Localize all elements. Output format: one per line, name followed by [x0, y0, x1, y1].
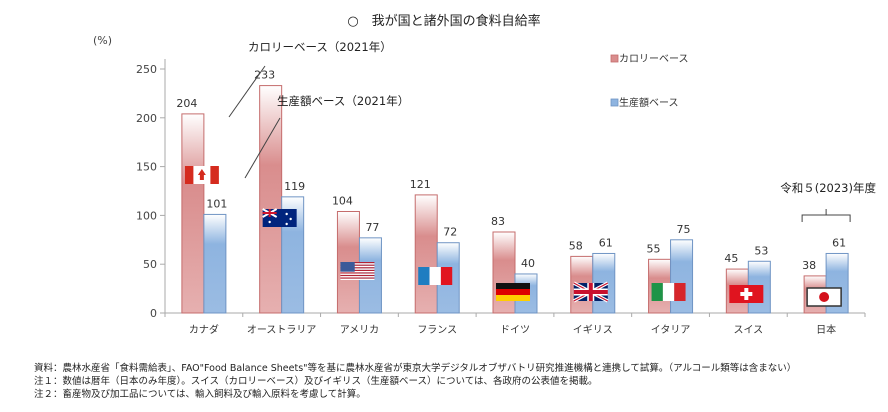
- data-label-production: 40: [521, 257, 535, 270]
- x-tick-label: フランス: [417, 324, 457, 336]
- data-label-calorie: 83: [491, 215, 505, 228]
- y-tick-label: 0: [150, 307, 157, 320]
- y-tick-label: 250: [136, 63, 157, 76]
- data-label-production: 77: [365, 221, 379, 234]
- data-label-calorie: 38: [802, 259, 816, 272]
- footnotes: 資料：農林水産省「食料需給表」、FAO"Food Balance Sheets"…: [34, 362, 796, 401]
- bar-calorie: [181, 113, 205, 314]
- data-label-calorie: 104: [332, 194, 353, 207]
- annotation-japan-fy2023: 令和５(2023)年度: [780, 181, 876, 195]
- legend-swatch-production: [610, 98, 619, 107]
- uk-flag: [572, 281, 609, 303]
- x-tick-label: カナダ: [189, 323, 219, 336]
- x-tick-label: オーストラリア: [247, 324, 317, 336]
- canada-flag: [184, 166, 219, 184]
- australia-flag: [262, 208, 297, 227]
- note-2: 注２：畜産物及び加工品については、輸入飼料及び輸入原料を考慮して計算。: [34, 389, 366, 400]
- data-label-production: 75: [677, 223, 691, 236]
- data-label-calorie: 204: [176, 97, 197, 110]
- legend-label-production: 生産額ベース: [619, 96, 679, 109]
- data-label-production: 101: [206, 197, 227, 210]
- france-flag: [418, 267, 453, 285]
- data-label-calorie: 121: [410, 178, 431, 191]
- bar-calorie: [414, 194, 438, 314]
- source-note: 資料：農林水産省「食料需給表」、FAO"Food Balance Sheets"…: [34, 363, 797, 374]
- switzerland-flag: [729, 285, 764, 303]
- leader-line-production: [244, 117, 281, 179]
- bar-production: [203, 213, 227, 314]
- bar-calorie: [259, 85, 283, 314]
- y-tick-label: 100: [136, 209, 157, 222]
- japan-bracket: [801, 209, 851, 222]
- bar-production: [670, 239, 694, 314]
- legend-label-calorie: カロリーベース: [619, 53, 689, 65]
- x-tick-label: イタリア: [651, 324, 691, 336]
- x-tick-label: イギリス: [573, 324, 613, 336]
- y-axis-label: (%): [93, 34, 112, 47]
- annotation-calorie-2021: カロリーベース（2021年）: [248, 40, 392, 54]
- italy-flag: [651, 283, 686, 301]
- leader-line-calorie: [228, 65, 266, 118]
- x-tick-label: アメリカ: [340, 324, 380, 336]
- chart-title: ○ 我が国と諸外国の食料自給率: [347, 14, 541, 29]
- legend-swatch-calorie: [610, 54, 619, 63]
- data-label-production: 61: [599, 236, 613, 249]
- x-tick-label: ドイツ: [500, 325, 530, 336]
- data-label-production: 53: [754, 244, 768, 257]
- data-label-calorie: 45: [724, 252, 738, 265]
- data-label-calorie: 58: [569, 239, 583, 252]
- x-tick-label: 日本: [816, 323, 836, 336]
- x-tick-label: スイス: [733, 325, 763, 336]
- data-label-production: 61: [832, 236, 846, 249]
- y-tick-label: 150: [136, 161, 157, 174]
- data-label-production: 119: [284, 180, 305, 193]
- data-label-production: 72: [443, 226, 457, 239]
- japan-flag: [806, 287, 842, 307]
- annotation-production-2021: 生産額ベース（2021年）: [277, 94, 409, 108]
- data-label-calorie: 55: [647, 242, 661, 255]
- y-tick-label: 50: [143, 258, 157, 271]
- note-1: 注１：数値は暦年（日本のみ年度）。スイス（カロリーベース）及びイギリス（生産額ベ…: [34, 376, 598, 387]
- y-tick-label: 200: [136, 112, 157, 125]
- germany-flag: [496, 283, 530, 301]
- data-label-calorie: 233: [254, 69, 275, 82]
- usa-flag: [340, 262, 375, 280]
